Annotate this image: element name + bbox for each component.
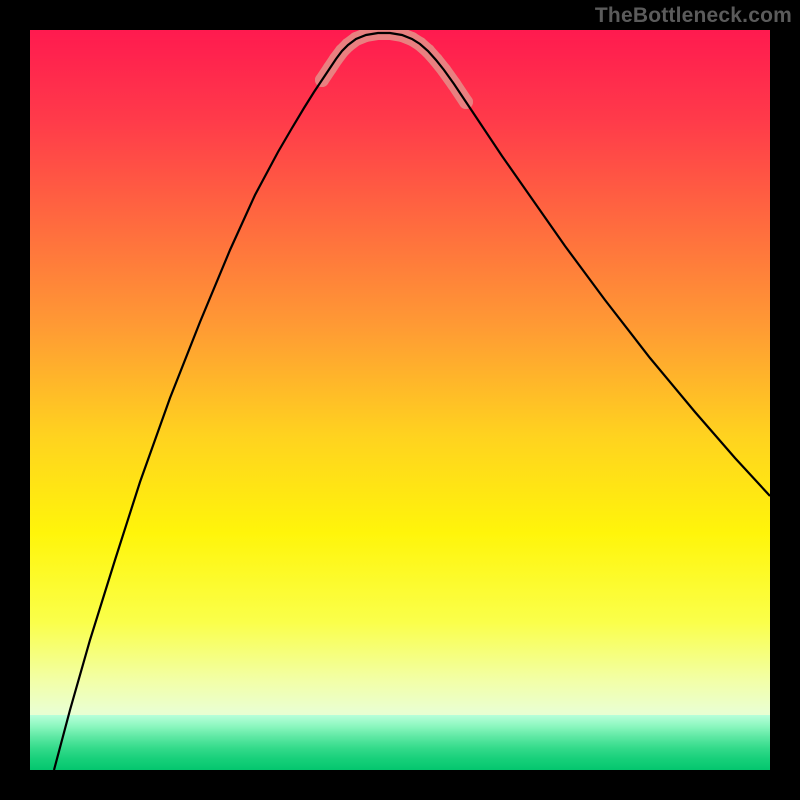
watermark-text: TheBottleneck.com [595,4,792,28]
highlight-group [315,30,473,109]
chart-frame: TheBottleneck.com [0,0,800,800]
plot-area [30,30,770,770]
curve-layer [30,30,770,770]
bottleneck-curve [54,33,770,770]
